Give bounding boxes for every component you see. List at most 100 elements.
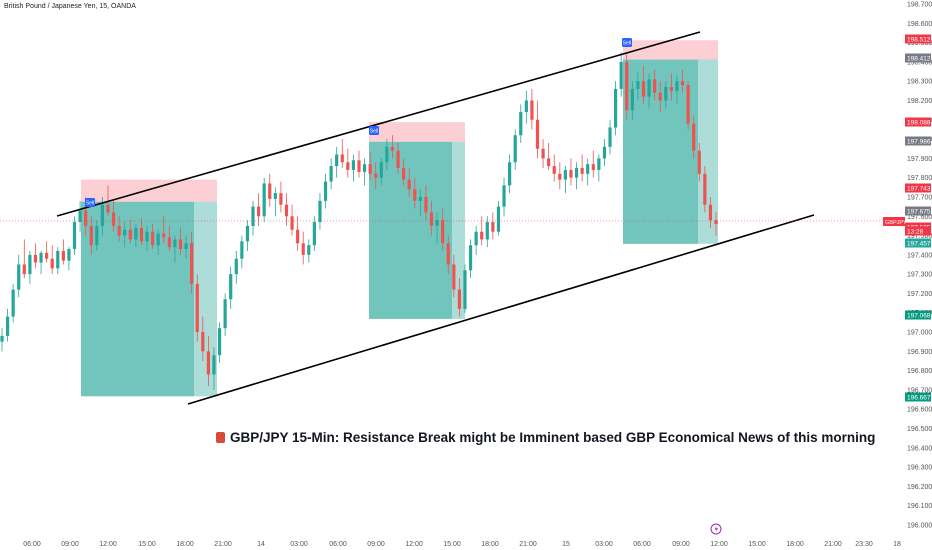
x-tick-label: 06:00	[633, 541, 651, 548]
candle-body	[664, 86, 668, 101]
candle-body	[84, 210, 88, 226]
candle-body	[530, 100, 534, 120]
candle-body	[307, 245, 311, 255]
candle-body	[318, 200, 322, 223]
candle-body	[569, 169, 573, 178]
candle-body	[468, 245, 473, 271]
candle-body	[708, 204, 713, 221]
x-tick-label: 06:00	[23, 541, 41, 548]
sell-marker[interactable]	[85, 198, 95, 207]
candle-body	[184, 243, 188, 250]
x-tick-label: 09:00	[61, 541, 79, 548]
candle-body	[435, 220, 439, 226]
price-badge	[905, 226, 931, 236]
candle-body	[413, 189, 417, 201]
candle-body	[496, 206, 501, 232]
candle-body	[452, 264, 456, 290]
price-badge-label: 13:28	[907, 229, 924, 236]
candle-body	[206, 351, 210, 375]
candle-body	[379, 162, 383, 178]
take-profit-zone-extension	[194, 201, 217, 397]
time-axis[interactable]: 06:00 09:00 12:00 15:00 18:00 21:00 14 03:00 06:…	[23, 541, 901, 548]
candle-body	[547, 158, 551, 167]
candle-body	[502, 185, 506, 207]
candle-body	[89, 225, 93, 246]
candle-body	[268, 183, 272, 199]
candle-body	[229, 274, 233, 300]
price-axis[interactable]: 198.700 198.600 198.500 198.400 198.300 198.2…	[907, 2, 932, 530]
x-tick-label: 18:00	[786, 541, 804, 548]
candle-body	[201, 332, 205, 352]
candle-body	[480, 231, 484, 240]
candle-body	[223, 299, 227, 329]
y-tick-label: 198.200	[907, 98, 932, 105]
candle-body	[641, 81, 646, 97]
candle-body	[597, 158, 601, 170]
resistance-trend-line[interactable]	[56, 31, 701, 217]
candle-body	[608, 127, 612, 147]
price-badge	[905, 392, 931, 402]
candle-body	[580, 168, 584, 174]
candle-body	[669, 86, 673, 91]
price-badge-label: 197.068	[907, 313, 931, 320]
x-tick-label: 21:00	[519, 541, 537, 548]
candle-body	[273, 193, 277, 199]
candle-body	[636, 81, 640, 89]
candle-body	[574, 168, 579, 178]
symbol-price-tag-label: GBPJPY	[885, 220, 907, 226]
x-tick-label: 18:00	[481, 541, 499, 548]
lightning-icon[interactable]	[710, 523, 722, 535]
candle-body	[429, 212, 434, 226]
sell-marker[interactable]	[369, 126, 379, 135]
candle-body	[212, 355, 216, 375]
candle-body	[625, 61, 629, 111]
y-tick-label: 196.600	[907, 407, 932, 414]
y-tick-label: 198.400	[907, 59, 932, 66]
candle-body	[680, 81, 685, 86]
candle-body	[541, 148, 545, 159]
x-tick-label: 23:30	[855, 541, 873, 548]
x-tick-label: 12:00	[710, 541, 728, 548]
candle-body	[630, 88, 634, 111]
candle-body	[351, 160, 356, 170]
y-tick-label: 198.500	[907, 40, 932, 47]
y-tick-label: 198.300	[907, 79, 932, 86]
candle-body	[284, 204, 289, 217]
candle-body	[245, 225, 250, 242]
price-badge	[905, 53, 931, 63]
sell-marker-label: Sell	[623, 41, 631, 47]
candle-body	[613, 88, 618, 128]
sell-marker[interactable]	[622, 38, 632, 47]
candlestick-series	[0, 52, 718, 390]
candle-body	[686, 85, 690, 124]
candle-body	[619, 61, 623, 89]
price-badge-label: 198.088	[907, 120, 931, 127]
y-tick-label: 196.300	[907, 465, 932, 472]
sell-markers[interactable]: Sell Sell Sell	[85, 38, 632, 207]
candle-body	[446, 243, 450, 265]
y-tick-label: 196.900	[907, 349, 932, 356]
x-tick-label: 21:00	[824, 541, 842, 548]
candle-body	[56, 250, 60, 269]
y-tick-label: 197.900	[907, 156, 932, 163]
candle-body	[178, 239, 183, 250]
x-tick-label: 12:00	[405, 541, 423, 548]
candle-body	[195, 283, 199, 333]
symbol-price-tag	[883, 217, 905, 226]
candle-body	[312, 222, 316, 246]
candle-body	[653, 79, 657, 93]
support-trend-line[interactable]	[187, 214, 815, 405]
y-tick-label: 198.700	[907, 2, 932, 9]
sell-marker-label: Sell	[86, 201, 94, 207]
candle-body	[508, 162, 512, 186]
candle-body	[156, 233, 160, 246]
y-tick-label: 197.400	[907, 252, 932, 259]
x-tick-label: 12:00	[99, 541, 117, 548]
price-badge	[905, 183, 931, 193]
candle-body	[675, 81, 679, 91]
candle-body	[234, 258, 238, 275]
candle-body	[0, 335, 4, 342]
price-badge-label: 197.457	[907, 241, 931, 248]
candle-body	[106, 204, 110, 213]
